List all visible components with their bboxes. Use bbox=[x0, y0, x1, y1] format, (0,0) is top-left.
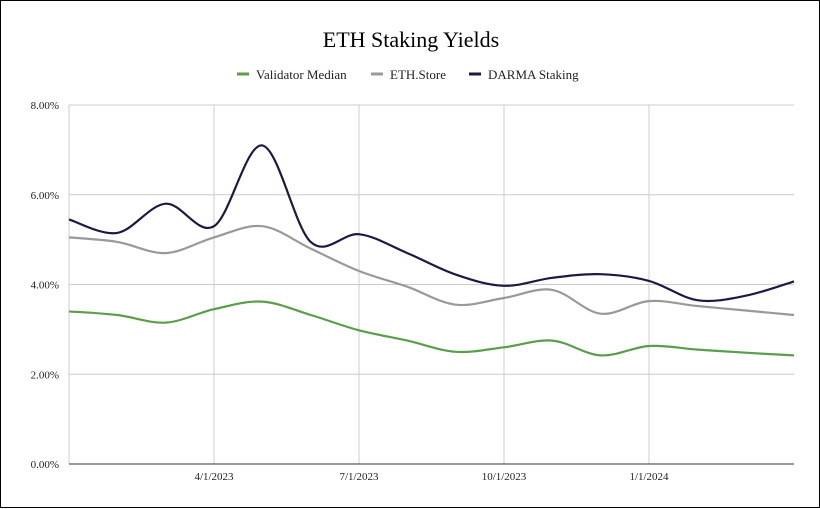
y-tick-label: 0.00% bbox=[31, 459, 59, 471]
y-tick-label: 8.00% bbox=[31, 100, 59, 112]
legend-item-darma-staking: DARMA Staking bbox=[469, 67, 579, 82]
legend-label: ETH.Store bbox=[390, 67, 446, 82]
chart-title: ETH Staking Yields bbox=[323, 27, 499, 52]
legend-label: DARMA Staking bbox=[488, 67, 579, 82]
x-tick-label: 7/1/2023 bbox=[339, 471, 379, 483]
gridlines bbox=[68, 104, 794, 464]
series-line-validator-median bbox=[68, 300, 795, 357]
x-axis-ticks: 4/1/2023 7/1/2023 10/1/2023 1/1/2024 bbox=[194, 471, 669, 483]
series-lines bbox=[68, 144, 795, 357]
y-axis-ticks: 0.00% 2.00% 4.00% 6.00% 8.00% bbox=[31, 100, 59, 471]
y-tick-label: 4.00% bbox=[31, 280, 59, 292]
legend-label: Validator Median bbox=[256, 67, 347, 82]
series-line-darma-staking bbox=[68, 144, 795, 303]
x-tick-label: 4/1/2023 bbox=[194, 471, 234, 483]
x-tick-label: 10/1/2023 bbox=[482, 471, 527, 483]
legend-item-validator-median: Validator Median bbox=[237, 67, 347, 82]
legend: Validator Median ETH.Store DARMA Staking bbox=[237, 67, 579, 82]
x-tick-label: 1/1/2024 bbox=[629, 471, 669, 483]
y-tick-label: 2.00% bbox=[31, 369, 59, 381]
legend-item-eth-store: ETH.Store bbox=[371, 67, 446, 82]
series-line-eth-store bbox=[68, 224, 795, 317]
y-tick-label: 6.00% bbox=[31, 190, 59, 202]
